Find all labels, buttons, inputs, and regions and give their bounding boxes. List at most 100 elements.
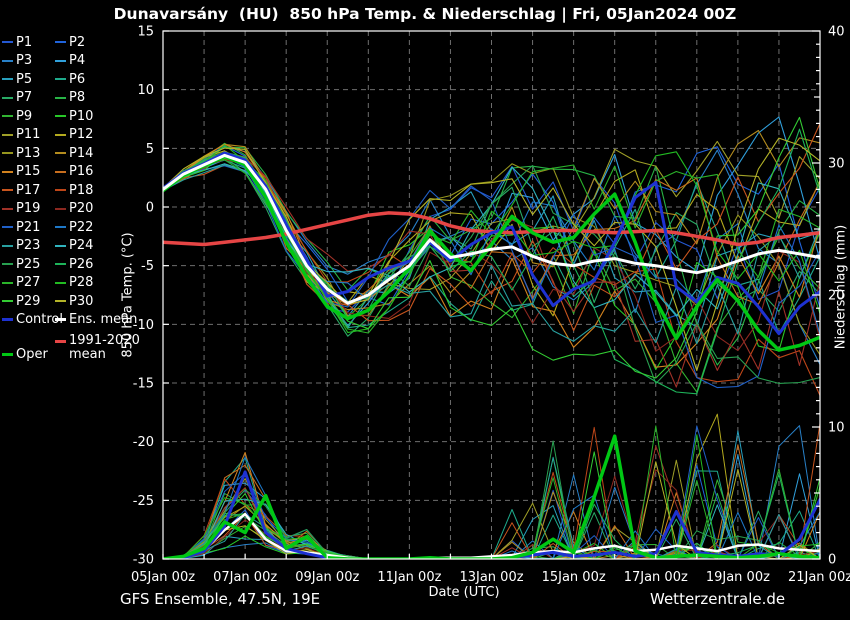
legend-swatch-climate-mean <box>55 340 66 343</box>
legend-item-p30: P30 <box>55 294 152 309</box>
legend-item-p18: P18 <box>55 183 152 198</box>
temp-line-P19 <box>163 154 820 388</box>
y-left-tick-label: -20 <box>133 435 154 450</box>
y-left-tick-label: 15 <box>137 25 154 40</box>
legend-label-p22: P22 <box>69 219 94 235</box>
legend-label-p28: P28 <box>69 275 94 291</box>
precip-line-P11 <box>163 459 820 559</box>
legend-label-p23: P23 <box>16 238 41 254</box>
legend-swatch-p30 <box>55 300 66 303</box>
legend-item-p28: P28 <box>55 275 152 290</box>
legend-swatch-p18 <box>55 189 66 192</box>
y-left-tick-label: 0 <box>146 201 154 216</box>
legend-item-p11: P11 <box>2 127 55 142</box>
x-tick-label: 13Jan 00z <box>459 570 523 585</box>
legend-label-p7: P7 <box>16 90 33 106</box>
legend-item-p16: P16 <box>55 164 152 179</box>
legend-label-p13: P13 <box>16 145 41 161</box>
control-temp-line <box>163 151 820 336</box>
legend-item-p14: P14 <box>55 146 152 161</box>
legend-swatch-p6 <box>55 78 66 81</box>
legend-item-p4: P4 <box>55 53 152 68</box>
legend-item-p1: P1 <box>2 35 55 50</box>
footer-model-info: GFS Ensemble, 47.5N, 19E <box>120 590 321 608</box>
footer-site-name: Wetterzentrale.de <box>650 590 786 608</box>
y-left-tick-label: 10 <box>137 83 154 98</box>
legend-swatch-p28 <box>55 281 66 284</box>
legend-swatch-p29 <box>2 300 13 303</box>
ens-mean-temp-line <box>163 153 820 305</box>
legend-label-p25: P25 <box>16 256 41 272</box>
legend-item-p5: P5 <box>2 72 55 87</box>
oper-precip-line <box>163 434 820 559</box>
legend-item-p7: P7 <box>2 90 55 105</box>
legend-label-p30: P30 <box>69 293 94 309</box>
legend-label-p17: P17 <box>16 182 41 198</box>
legend-label-p29: P29 <box>16 293 41 309</box>
legend-swatch-p7 <box>2 96 13 99</box>
legend-swatch-p15 <box>2 170 13 173</box>
legend-swatch-p22 <box>55 226 66 229</box>
legend-item-control: Control <box>2 312 63 327</box>
legend-item-p10: P10 <box>55 109 152 124</box>
axis-frame <box>162 30 821 560</box>
x-tick-label: 15Jan 00z <box>542 570 606 585</box>
legend-label-p8: P8 <box>69 90 86 106</box>
x-tick-label: 09Jan 00z <box>295 570 359 585</box>
legend-item-p21: P21 <box>2 220 55 235</box>
legend-swatch-p21 <box>2 226 13 229</box>
precip-line-P14 <box>163 491 820 559</box>
precip-line-P30 <box>163 461 820 559</box>
legend-swatch-p12 <box>55 133 66 136</box>
legend-swatch-p5 <box>2 78 13 81</box>
legend-swatch-p23 <box>2 244 13 247</box>
y-left-tick-label: 5 <box>146 142 154 157</box>
legend-item-p23: P23 <box>2 238 55 253</box>
legend-swatch-p19 <box>2 207 13 210</box>
precip-line-P10 <box>163 457 820 559</box>
legend-item-ens-mean: Ens. mean <box>55 312 152 327</box>
legend-swatch-oper <box>2 353 13 356</box>
legend-item-p8: P8 <box>55 90 152 105</box>
legend-swatch-p9 <box>2 115 13 118</box>
legend-swatch-p10 <box>55 115 66 118</box>
x-tick-label: 21Jan 00z <box>788 570 850 585</box>
legend-label-p19: P19 <box>16 201 41 217</box>
legend-swatch-p26 <box>55 263 66 266</box>
legend-item-p19: P19 <box>2 201 55 216</box>
legend-swatch-p1 <box>2 41 13 44</box>
x-tick-label: 17Jan 00z <box>624 570 688 585</box>
legend-item-climate-mean: 1991-2020 mean <box>55 334 149 361</box>
x-tick-label: 05Jan 00z <box>131 570 195 585</box>
temp-line-P29 <box>163 116 820 379</box>
legend-item-p24: P24 <box>55 238 152 253</box>
legend-label-p20: P20 <box>69 201 94 217</box>
legend-label-p14: P14 <box>69 145 94 161</box>
temp-line-P18 <box>163 152 820 397</box>
legend-swatch-p14 <box>55 152 66 155</box>
legend-swatch-p24 <box>55 244 66 247</box>
precip-line-P17 <box>163 422 820 559</box>
legend-label-p5: P5 <box>16 71 33 87</box>
precip-line-P21 <box>163 425 820 559</box>
legend-swatch-p25 <box>2 263 13 266</box>
legend-oper-label: Oper <box>16 347 48 362</box>
legend-swatch-p13 <box>2 152 13 155</box>
legend-item-p13: P13 <box>2 146 55 161</box>
legend-item-p22: P22 <box>55 220 152 235</box>
legend-label-control: Control <box>16 312 63 328</box>
legend-label-p15: P15 <box>16 164 41 180</box>
legend-item-p29: P29 <box>2 294 55 309</box>
legend-item-p25: P25 <box>2 257 55 272</box>
legend: P1 P2 P3 P4 P5 P6 P7 P8 P9 P10 P11 P12 P13 P14 P15 P16 P… <box>2 33 152 329</box>
x-axis-title: Date (UTC) <box>428 585 500 600</box>
temp-line-P30 <box>163 137 820 372</box>
y-right-tick-label: 30 <box>828 157 845 172</box>
y-left-tick-label: -10 <box>133 318 154 333</box>
legend-label-p16: P16 <box>69 164 94 180</box>
legend-climate-label: 1991-2020 mean <box>69 333 140 362</box>
legend-item-p27: P27 <box>2 275 55 290</box>
legend-label-p9: P9 <box>16 108 33 124</box>
y-right-tick-label: 20 <box>828 289 845 304</box>
